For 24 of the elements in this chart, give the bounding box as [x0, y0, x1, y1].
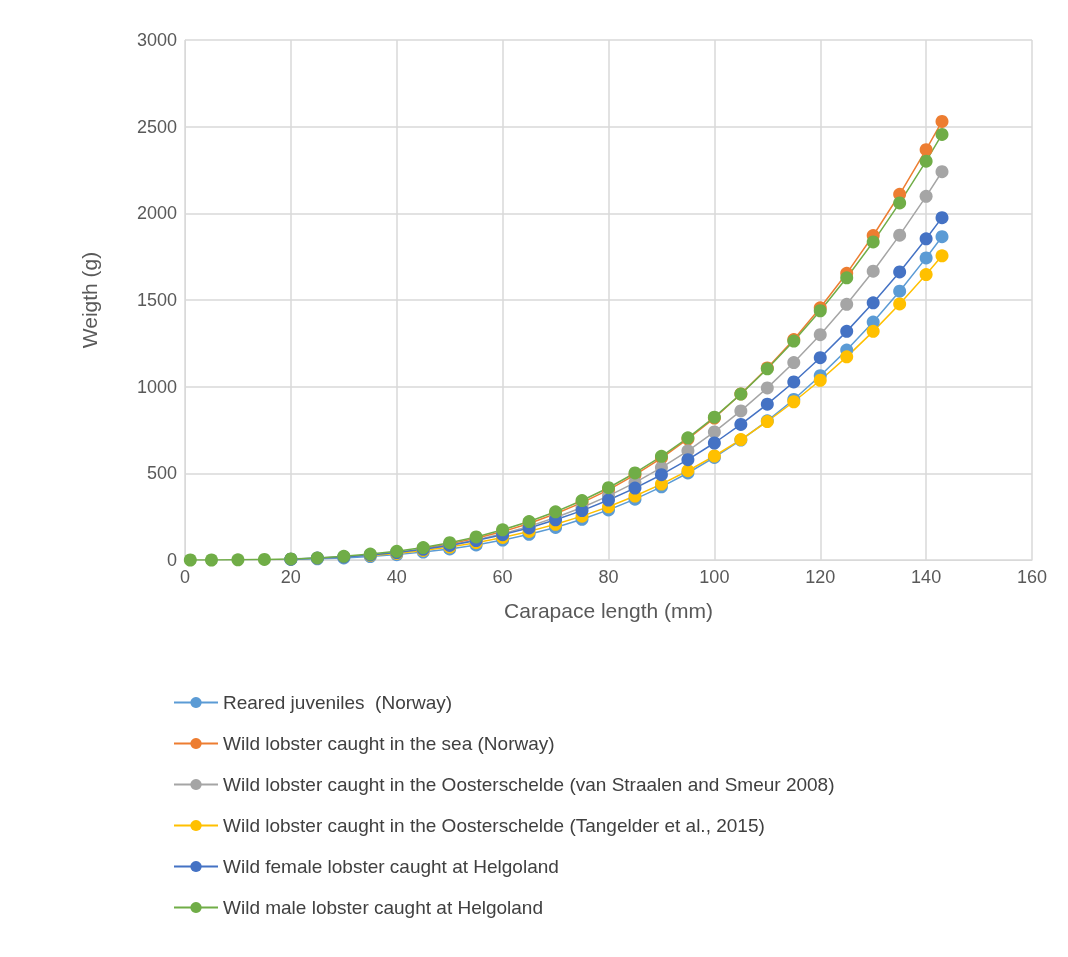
y-tick-label: 1000: [136, 376, 177, 397]
x-tick-label: 0: [179, 567, 191, 587]
x-tick-label: 40: [386, 567, 407, 587]
x-tick-label: 160: [1016, 567, 1048, 587]
x-tick-label: 20: [280, 567, 301, 587]
y-axis-title: Weigth (g): [78, 251, 101, 349]
x-tick-label: 60: [492, 567, 513, 587]
legend-label: Wild lobster caught in the Oosterschelde (van Straalen and Smeur 2008): [223, 774, 835, 795]
legend-label: Wild male lobster caught at Helgoland: [223, 897, 544, 918]
y-tick-label: 1500: [136, 290, 177, 310]
y-tick-label: 2000: [136, 203, 177, 224]
y-tick-label: 3000: [136, 30, 177, 50]
x-tick-label: 80: [598, 567, 619, 587]
y-tick-label: 500: [146, 463, 177, 484]
x-tick-label: 120: [805, 567, 836, 587]
x-tick-label: 100: [699, 567, 730, 587]
x-axis-title: Carapace length (mm): [504, 599, 713, 622]
legend-label: Wild lobster caught in the sea (Norway): [223, 733, 555, 754]
y-tick-label: 2500: [136, 116, 177, 137]
y-tick-label: 0: [166, 550, 177, 570]
legend-label: Wild lobster caught in the Oosterschelde (Tangelder et al., 2015): [223, 815, 765, 836]
legend-label: Reared juveniles (Norway): [223, 692, 453, 713]
x-tick-label: 140: [911, 567, 942, 587]
legend-label: Wild female lobster caught at Helgoland: [223, 856, 559, 877]
